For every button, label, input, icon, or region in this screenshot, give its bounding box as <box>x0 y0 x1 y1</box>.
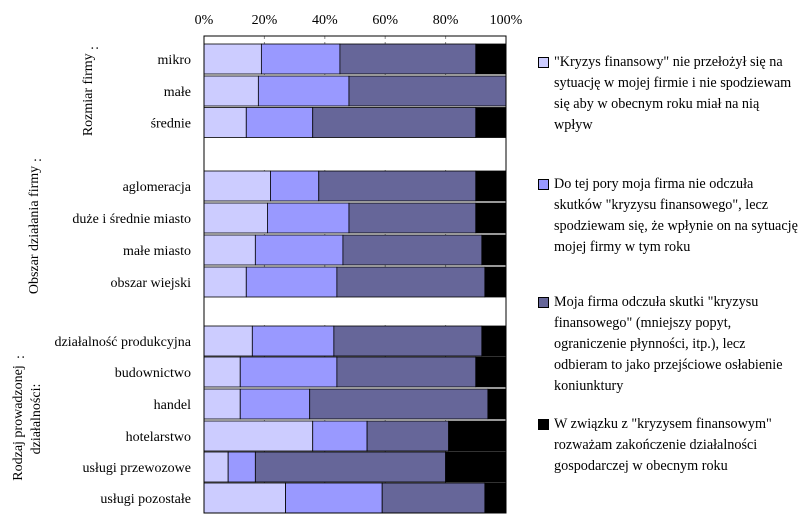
bar-segment <box>348 202 477 234</box>
bar-segment <box>203 202 268 234</box>
group-labels: Rozmiar firmy: Obszar działania firmy: Rod… <box>11 46 102 481</box>
bar-segment <box>203 451 229 483</box>
category-label: aglomeracja <box>123 180 192 195</box>
bar-segment <box>339 43 477 75</box>
bar-segment <box>251 325 335 357</box>
category-label: usługi przewozowe <box>83 461 191 476</box>
bar-segment <box>203 420 314 452</box>
bar-segment <box>203 107 247 138</box>
category-labels: mikro małe średnie aglomeracja duże i średni… <box>55 53 192 507</box>
bar-segment <box>254 451 446 483</box>
bar-segment <box>484 482 507 514</box>
category-label: hotelarstwo <box>126 430 191 445</box>
bar-segment <box>203 266 247 298</box>
bar-segment <box>257 75 350 107</box>
legend-swatch-3 <box>538 297 549 308</box>
bar-segment <box>245 107 314 138</box>
plot-border <box>203 35 507 514</box>
bar-segment <box>448 420 507 452</box>
bars <box>203 35 507 514</box>
bar-segment <box>254 234 344 266</box>
bar-segment <box>445 451 507 483</box>
x-tick-label: 80% <box>433 13 459 28</box>
category-label: usługi pozostałe <box>100 492 191 507</box>
legend-swatch-2 <box>538 179 549 190</box>
stacked-bar-chart: 0% 20% 40% 60% 80% 100% mikro małe średnie aglom… <box>11 13 523 514</box>
bar-segment <box>203 43 262 75</box>
category-label: małe miasto <box>123 244 191 259</box>
category-label: handel <box>154 398 191 413</box>
category-label: średnie <box>151 117 191 132</box>
bar-segment <box>203 170 271 202</box>
bar-segment <box>487 388 507 420</box>
bar-segment <box>366 420 450 452</box>
bar-segment <box>312 420 368 452</box>
group-label-suffix: : <box>13 355 28 359</box>
legend-label-3: Moja firma odczuła skutki "kryzysu finan… <box>554 294 783 394</box>
bar-segment <box>270 170 320 202</box>
bar-segment <box>203 388 241 420</box>
bar-segment <box>475 107 507 138</box>
x-tick-label: 60% <box>372 13 398 28</box>
group-label: działalności: <box>29 384 44 455</box>
bar-segment <box>475 170 507 202</box>
bar-segment <box>381 482 486 514</box>
legend: "Kryzys finansowy" nie przełożył się na … <box>538 0 802 531</box>
group-label: Rozmiar firmy <box>81 53 96 136</box>
bar-segment <box>342 234 483 266</box>
group-label-suffix: : <box>87 46 102 50</box>
bar-segment <box>203 356 241 388</box>
legend-item-2: Do tej pory moja firma nie odczuła skutk… <box>538 174 800 258</box>
bar-segment <box>481 325 507 357</box>
bar-segment <box>481 234 507 266</box>
legend-swatch-1 <box>538 57 549 68</box>
bar-segment <box>475 202 507 234</box>
legend-label-2: Do tej pory moja firma nie odczuła skutk… <box>554 176 798 255</box>
bar-segment <box>239 388 311 420</box>
x-tick-labels: 0% 20% 40% 60% 80% 100% <box>195 13 523 28</box>
bar-segment <box>309 388 489 420</box>
bar-segment <box>336 266 486 298</box>
legend-item-3: Moja firma odczuła skutki "kryzysu finan… <box>538 292 800 397</box>
bar-segment <box>475 43 507 75</box>
legend-label-4: W związku z "kryzysem finansowym" rozważ… <box>554 416 772 474</box>
group-separator <box>203 138 507 170</box>
category-label: obszar wiejski <box>111 276 192 291</box>
category-label: małe <box>164 85 191 100</box>
category-label: duże i średnie miasto <box>72 212 191 227</box>
bar-segment <box>285 482 383 514</box>
bar-segment <box>475 356 507 388</box>
bar-segment <box>245 266 338 298</box>
bar-segment <box>348 75 507 107</box>
x-tick-label: 20% <box>252 13 278 28</box>
bar-segment <box>227 451 256 483</box>
bar-segment <box>267 202 350 234</box>
x-tick-label: 0% <box>195 13 214 28</box>
group-label: Obszar działania firmy <box>27 166 42 294</box>
legend-item-1: "Kryzys finansowy" nie przełożył się na … <box>538 52 800 136</box>
group-label: Rodzaj prowadzonej <box>11 365 26 480</box>
legend-label-1: "Kryzys finansowy" nie przełożył się na … <box>554 54 792 133</box>
legend-swatch-4 <box>538 419 549 430</box>
legend-item-4: W związku z "kryzysem finansowym" rozważ… <box>538 414 800 477</box>
bar-segment <box>333 325 483 357</box>
group-separator <box>203 298 507 325</box>
bar-segment <box>203 325 253 357</box>
x-tick-label: 100% <box>490 13 523 28</box>
x-tick-label: 40% <box>312 13 338 28</box>
bar-segment <box>312 107 477 138</box>
bar-segment <box>203 234 256 266</box>
category-label: budownictwo <box>115 366 191 381</box>
bar-segment <box>239 356 338 388</box>
bar-segment <box>318 170 477 202</box>
bar-segment <box>484 266 507 298</box>
bar-segment <box>260 43 341 75</box>
bar-segment <box>336 356 477 388</box>
group-label-suffix: : <box>30 158 45 162</box>
category-label: działalność produkcyjna <box>55 335 192 350</box>
bar-segment <box>203 482 286 514</box>
bar-segment <box>203 75 259 107</box>
category-label: mikro <box>158 53 191 68</box>
